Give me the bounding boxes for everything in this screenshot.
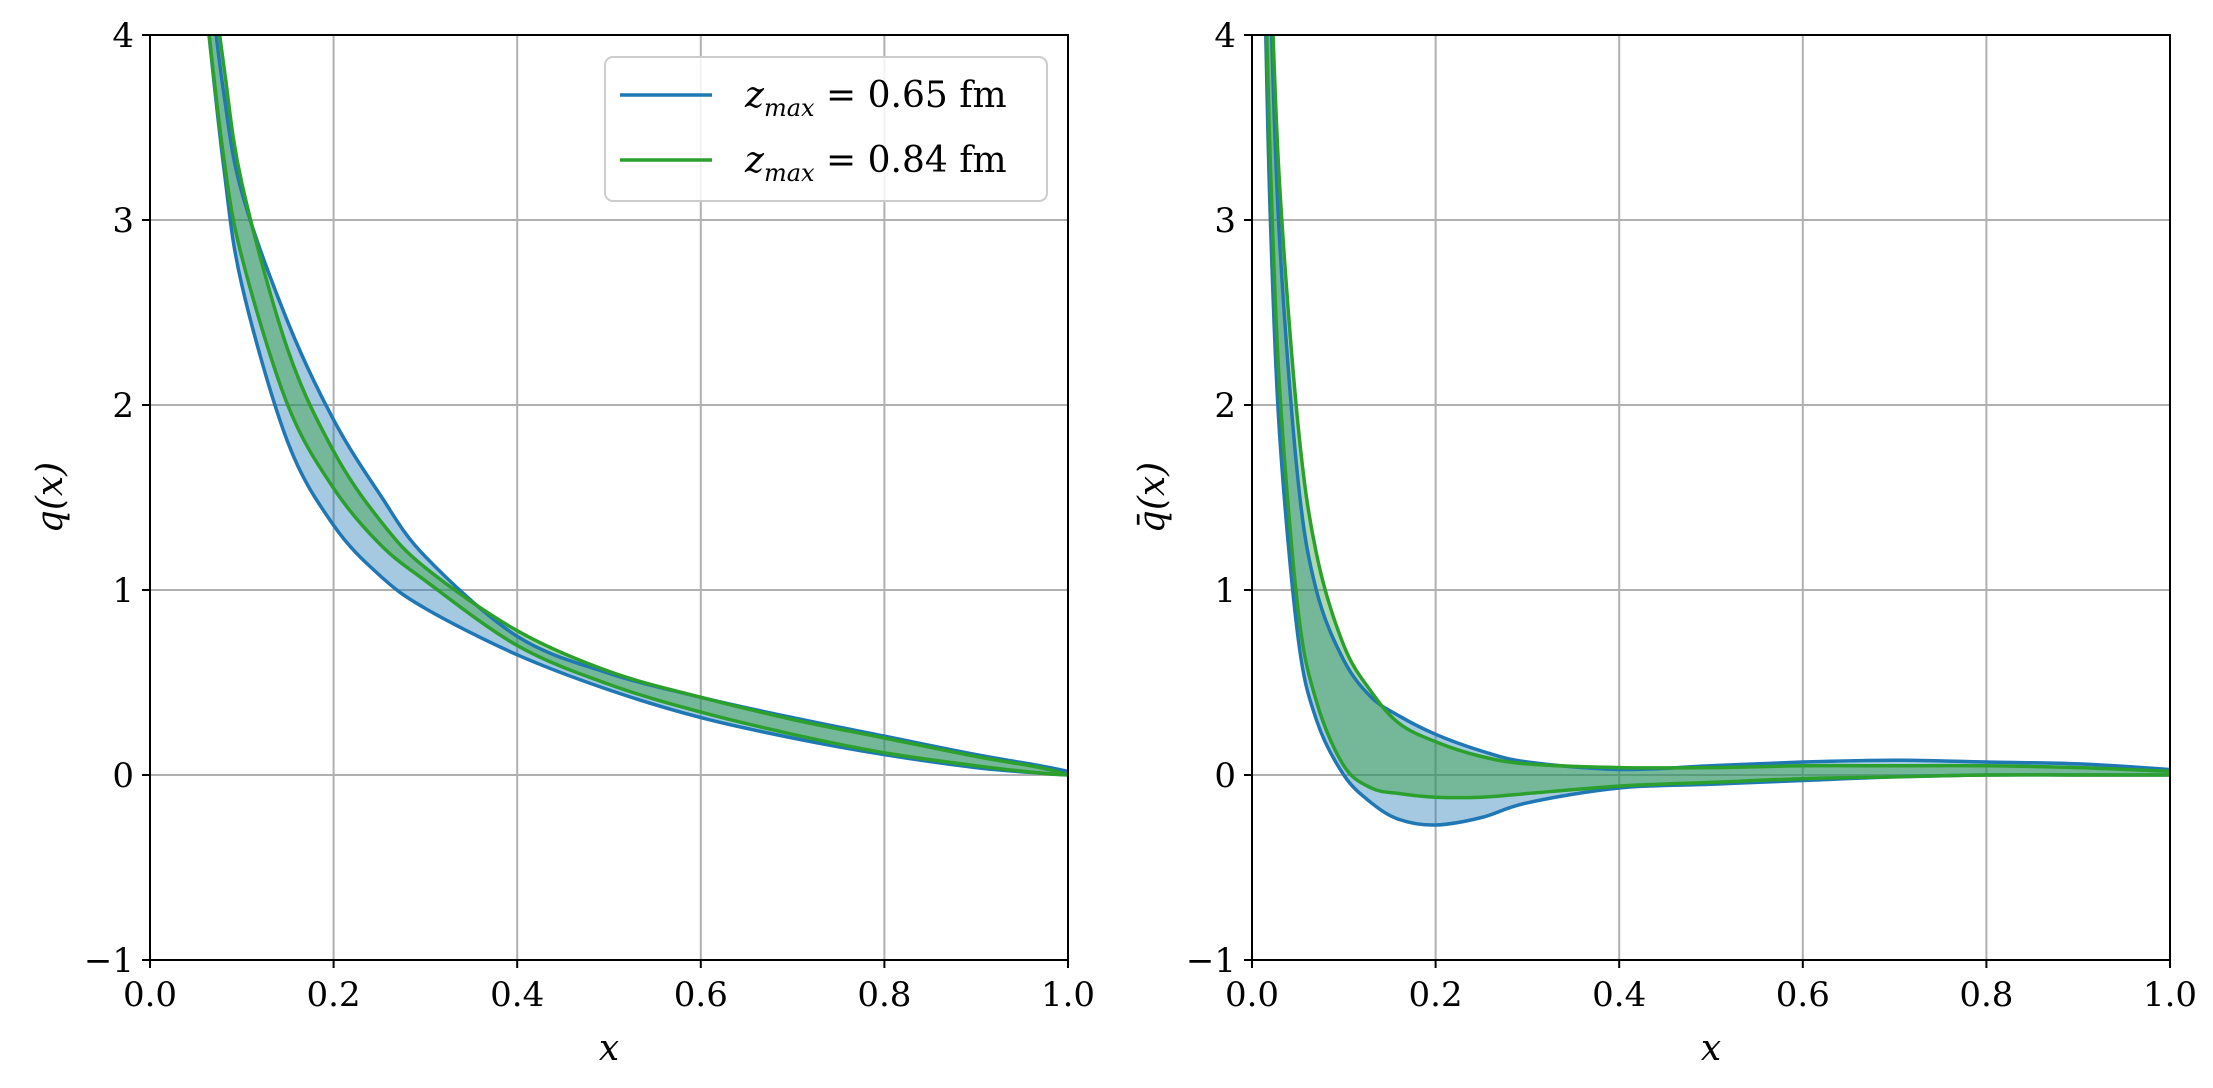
right-band-fill-0 (1265, 35, 2170, 826)
right-plot-panel: 0.0 0.2 0.4 0.6 0.8 1.0 −1 0 1 2 3 4 x q̄(x) (1132, 16, 2197, 1069)
right-ytick-label-1: 0 (1214, 756, 1236, 796)
right-axes-frame (1251, 34, 2171, 961)
right-xtick-label-3: 0.6 (1776, 975, 1830, 1015)
left-ytick-label-3: 2 (112, 386, 134, 426)
legend-label-065: zmax = 0.65 fm (744, 75, 1007, 122)
legend: zmax = 0.65 fm zmax = 0.84 fm (604, 56, 1048, 202)
right-ylabel: q̄(x) (1132, 462, 1173, 533)
left-plot-panel: 0.0 0.2 0.4 0.6 0.8 1.0 −1 0 1 2 3 4 x q(x) (30, 16, 1095, 1069)
legend-frame (604, 56, 1048, 202)
left-xtick-label-1: 0.2 (307, 975, 361, 1015)
right-bands (1264, 35, 2170, 827)
right-ytick-label-5: 4 (1214, 16, 1236, 56)
right-band-upper-1 (1271, 35, 2170, 774)
right-ytick-label-3: 2 (1214, 386, 1236, 426)
right-ytick-label-2: 1 (1214, 571, 1236, 611)
left-xtick-label-0: 0.0 (123, 975, 177, 1015)
left-band-fill-0 (208, 35, 1068, 775)
right-xtick-label-0: 0.0 (1225, 975, 1279, 1015)
left-band-lower-1 (207, 35, 1068, 777)
legend-label-084: zmax = 0.84 fm (744, 140, 1007, 187)
right-xtick-label-2: 0.4 (1592, 975, 1646, 1015)
right-xtick-label-4: 0.8 (1959, 975, 2013, 1015)
right-xtick-label-5: 1.0 (2143, 975, 2197, 1015)
right-ytick-label-0: −1 (1186, 941, 1236, 981)
right-band-fill-1 (1266, 35, 2170, 798)
right-band-upper-0 (1269, 35, 2170, 772)
left-ytick-label-0: −1 (84, 941, 134, 981)
right-band-lower-1 (1264, 35, 2170, 800)
left-bands (207, 35, 1068, 777)
left-xlabel: x (599, 1028, 619, 1069)
left-xtick-label-4: 0.8 (857, 975, 911, 1015)
left-ytick-label-5: 4 (112, 16, 134, 56)
left-xtick-label-3: 0.6 (674, 975, 728, 1015)
left-xtick-label-2: 0.4 (490, 975, 544, 1015)
left-ytick-label-4: 3 (112, 201, 134, 241)
left-ytick-label-2: 1 (112, 571, 134, 611)
left-axes-frame (149, 34, 1069, 961)
left-ytick-label-1: 0 (112, 756, 134, 796)
right-band-lower-0 (1264, 35, 2170, 827)
left-ylabel: q(x) (30, 462, 71, 533)
left-band-upper-1 (217, 35, 1068, 777)
right-xtick-label-1: 0.2 (1409, 975, 1463, 1015)
left-band-lower-0 (207, 35, 1068, 777)
right-ytick-label-4: 3 (1214, 201, 1236, 241)
left-xtick-label-5: 1.0 (1041, 975, 1095, 1015)
right-xlabel: x (1701, 1028, 1721, 1069)
